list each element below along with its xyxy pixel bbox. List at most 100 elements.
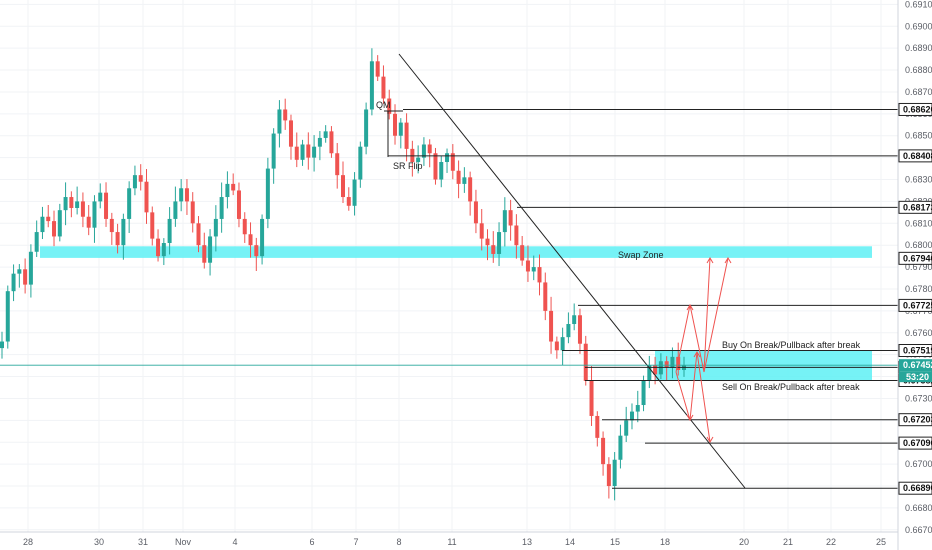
- candle-body: [531, 267, 536, 272]
- candle-body: [109, 218, 114, 233]
- candle-body: [450, 153, 455, 171]
- time-tick-label: 8: [396, 537, 401, 547]
- projection-arrowhead: [686, 414, 694, 421]
- candle-body: [248, 234, 253, 246]
- candle-body: [236, 190, 241, 219]
- candle-body: [271, 133, 276, 169]
- candle-body: [260, 218, 265, 257]
- candle-body: [231, 183, 236, 191]
- price-level-tag: [898, 436, 932, 450]
- time-tick-label: 25: [876, 537, 886, 547]
- candle-body: [202, 245, 207, 263]
- candle-body: [86, 216, 91, 228]
- price-level-tag: [898, 102, 932, 116]
- price-level-tag: [898, 149, 932, 163]
- time-axis[interactable]: 28 30 31 Nov 4 6 7 8 11 13 14 15 18 20 21 22 25: [0, 531, 898, 547]
- candle-body: [115, 232, 120, 246]
- price-level-tag: [898, 298, 932, 312]
- candle-body: [601, 437, 606, 465]
- time-tick-label: 4: [232, 537, 237, 547]
- candle-body: [173, 201, 178, 219]
- candle-body: [329, 131, 334, 154]
- candle-body: [439, 162, 444, 180]
- buy-projection-extended: [703, 257, 729, 373]
- time-tick-label: 20: [739, 537, 749, 547]
- candle-body: [537, 267, 542, 283]
- candle-body: [445, 153, 450, 163]
- time-tick-label: 18: [660, 537, 670, 547]
- buy-projection: [675, 257, 711, 373]
- candle-body: [242, 218, 247, 235]
- candle-body: [98, 192, 103, 202]
- candle-body: [11, 273, 16, 292]
- candle-body: [335, 153, 340, 176]
- candle-body: [583, 343, 588, 381]
- candle-body: [288, 120, 293, 147]
- current-price-tag: [899, 359, 932, 372]
- candle-body: [219, 197, 224, 219]
- time-tick-label: 6: [309, 537, 314, 547]
- time-tick-label: 7: [353, 537, 358, 547]
- price-level-tag-label: 0.67203: [903, 415, 932, 425]
- candle-body: [312, 146, 317, 158]
- time-tick-label: Nov: [175, 537, 192, 547]
- candle-body: [485, 238, 490, 246]
- candle-body: [606, 464, 611, 487]
- candle-body: [283, 109, 288, 121]
- candle-body: [213, 218, 218, 237]
- candle-body: [635, 405, 640, 412]
- candle-body: [28, 251, 33, 285]
- candle-body: [121, 218, 126, 246]
- price-level-tag-label: 0.67725: [903, 300, 932, 310]
- candle-body: [456, 170, 461, 184]
- candle-body: [277, 109, 282, 134]
- candle-body: [17, 269, 22, 274]
- candle-body: [468, 177, 473, 202]
- candle-body: [664, 361, 669, 368]
- candle-body: [346, 197, 351, 206]
- candle-body: [381, 76, 386, 99]
- candle-body: [387, 98, 392, 114]
- candle-body: [104, 192, 109, 219]
- projection-arrowhead: [724, 257, 732, 264]
- time-tick-label: 11: [447, 537, 456, 547]
- candle-body: [69, 197, 74, 208]
- candle-body: [5, 291, 10, 342]
- countdown-label: 53:20: [906, 372, 929, 382]
- candle-body: [317, 137, 322, 147]
- candle-body: [34, 232, 39, 252]
- countdown-tag: [899, 371, 932, 383]
- price-level-tag-label: 0.68173: [903, 202, 932, 212]
- candle-body: [473, 201, 478, 224]
- sr-flip-label: SR Flip: [393, 161, 423, 171]
- candle-body: [75, 201, 80, 208]
- candle-body: [161, 243, 166, 257]
- qm-label: QM: [376, 100, 391, 110]
- candle-body: [375, 61, 380, 77]
- candle-body: [196, 223, 201, 246]
- candle-body: [341, 175, 345, 198]
- price-level-tag: [898, 251, 932, 265]
- candle-body: [225, 183, 230, 198]
- candle-body: [190, 201, 195, 224]
- price-level-tag: [898, 481, 932, 495]
- candle-body: [589, 380, 594, 416]
- candle-body: [369, 61, 374, 110]
- candle-body: [462, 177, 467, 184]
- candle-body: [554, 341, 559, 351]
- current-price-label: 0.67452: [903, 360, 932, 370]
- price-level-tag-label: 0.67519: [903, 346, 932, 356]
- candle-body: [612, 459, 617, 487]
- candle-body: [479, 223, 484, 239]
- candle-body: [358, 146, 363, 180]
- candle-body: [92, 201, 97, 228]
